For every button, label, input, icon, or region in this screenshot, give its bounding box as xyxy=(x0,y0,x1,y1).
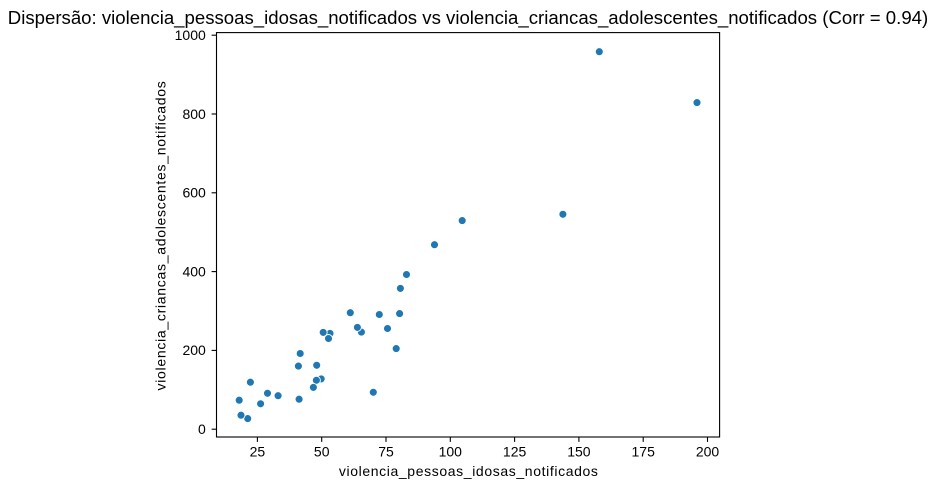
svg-text:175: 175 xyxy=(632,443,656,459)
svg-text:75: 75 xyxy=(378,443,394,459)
svg-text:400: 400 xyxy=(182,263,206,279)
svg-text:150: 150 xyxy=(567,443,591,459)
svg-text:50: 50 xyxy=(314,443,330,459)
svg-text:violencia_pessoas_idosas_notif: violencia_pessoas_idosas_notificados xyxy=(339,463,599,479)
svg-text:25: 25 xyxy=(250,443,266,459)
svg-text:100: 100 xyxy=(439,443,463,459)
svg-text:violencia_criancas_adolescente: violencia_criancas_adolescentes_notifica… xyxy=(152,81,168,391)
svg-text:Dispersão: violencia_pessoas_i: Dispersão: violencia_pessoas_idosas_noti… xyxy=(8,7,928,29)
svg-text:800: 800 xyxy=(182,106,206,122)
svg-text:200: 200 xyxy=(182,342,206,358)
svg-text:125: 125 xyxy=(503,443,527,459)
svg-text:0: 0 xyxy=(198,421,206,437)
svg-text:200: 200 xyxy=(696,443,720,459)
svg-text:1000: 1000 xyxy=(175,27,206,43)
svg-text:600: 600 xyxy=(182,185,206,201)
